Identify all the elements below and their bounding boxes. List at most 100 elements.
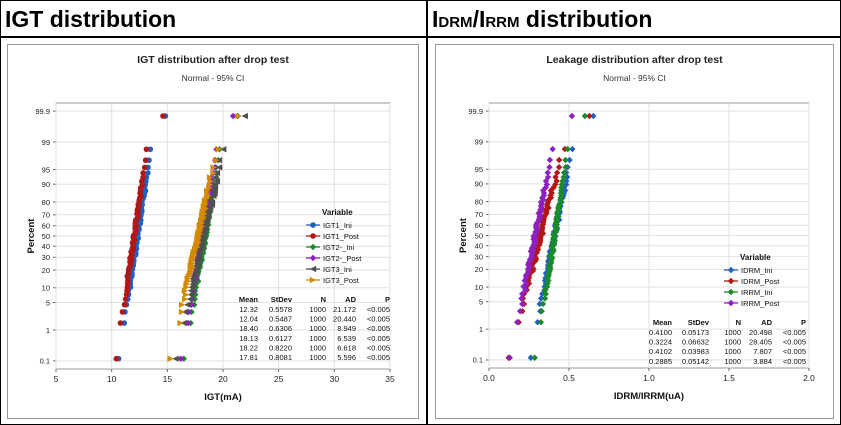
stats-cell: 0.05142 xyxy=(682,357,709,366)
y-tick-label: 99.9 xyxy=(35,107,50,116)
stats-cell: 28.405 xyxy=(749,338,772,347)
leakage-chart-panel: Leakage distribution after drop test Norm… xyxy=(435,44,834,419)
y-tick-label: 90 xyxy=(42,180,50,189)
y-tick-label: 10 xyxy=(42,284,50,293)
stats-cell: 0.3224 xyxy=(649,338,672,347)
legend-title: Variable xyxy=(740,253,771,262)
y-tick-label: 50 xyxy=(42,232,50,241)
x-axis-label: IGT(mA) xyxy=(204,392,241,403)
stats-cell: <0.005 xyxy=(367,315,390,324)
stats-cell: 0.06632 xyxy=(682,338,709,347)
stats-cell: <0.005 xyxy=(367,305,390,314)
right-header-suffix: distribution xyxy=(520,6,653,32)
stats-cell: 8.949 xyxy=(337,324,356,333)
stats-cell: 18.40 xyxy=(239,324,258,333)
y-tick-label: 1 xyxy=(46,326,50,335)
x-tick-label: 35 xyxy=(385,374,395,384)
legend-label: IGT1_Post xyxy=(323,232,360,241)
x-tick-label: 0.5 xyxy=(563,373,575,383)
right-header-sub-rrm: RRM xyxy=(485,14,519,31)
data-point xyxy=(143,157,149,163)
chart-title: Leakage distribution after drop test xyxy=(546,54,723,66)
column-divider xyxy=(426,0,428,425)
data-point xyxy=(120,309,126,315)
stats-header: StDev xyxy=(271,295,293,304)
y-tick-label: 95 xyxy=(475,165,483,174)
data-point xyxy=(160,113,166,119)
y-tick-label: 70 xyxy=(42,211,50,220)
x-tick-label: 10 xyxy=(107,374,117,384)
stats-cell: 12.32 xyxy=(239,305,258,314)
stats-cell: 0.5487 xyxy=(269,315,292,324)
stats-cell: 0.4102 xyxy=(649,347,672,356)
x-tick-label: 20 xyxy=(218,374,228,384)
stats-cell: 1000 xyxy=(309,305,326,314)
legend-marker xyxy=(310,233,316,239)
y-tick-label: 1 xyxy=(479,325,483,334)
legend-label: IGT2-_Post xyxy=(323,254,362,263)
legend-label: IRRM_Ini xyxy=(741,288,773,297)
stats-cell: 5.596 xyxy=(337,353,356,362)
stats-cell: 0.2885 xyxy=(649,357,672,366)
y-tick-label: 30 xyxy=(475,252,483,261)
stats-header: StDev xyxy=(688,318,710,327)
y-tick-label: 0.1 xyxy=(40,357,50,366)
x-tick-label: 5 xyxy=(54,374,59,384)
stats-header: AD xyxy=(345,295,356,304)
y-axis-label: Percent xyxy=(26,218,37,254)
right-header-i2: /I xyxy=(473,6,486,32)
stats-cell: 0.8081 xyxy=(269,353,292,362)
y-tick-label: 5 xyxy=(46,298,50,307)
y-tick-label: 99 xyxy=(475,138,483,147)
stats-header: AD xyxy=(761,318,772,327)
y-tick-label: 20 xyxy=(475,265,483,274)
stats-cell: 0.03983 xyxy=(682,347,709,356)
stats-cell: 0.05173 xyxy=(682,328,709,337)
stats-cell: 12.04 xyxy=(239,315,258,324)
legend-marker xyxy=(310,222,316,228)
stats-cell: 1000 xyxy=(724,328,741,337)
stats-cell: <0.005 xyxy=(367,334,390,343)
y-tick-label: 90 xyxy=(475,180,483,189)
stats-cell: 0.6127 xyxy=(269,334,292,343)
y-tick-label: 99 xyxy=(42,138,50,147)
igt-chart-panel: IGT distribution after drop test Normal -… xyxy=(7,44,419,419)
stats-header: N xyxy=(736,318,741,327)
header-divider xyxy=(0,36,841,38)
legend-label: IGT3_Ini xyxy=(323,265,352,274)
leakage-probability-plot: Leakage distribution after drop test Norm… xyxy=(436,45,833,418)
stats-cell: 6.539 xyxy=(337,334,356,343)
stats-cell: 1000 xyxy=(724,357,741,366)
data-point xyxy=(144,146,150,152)
x-tick-label: 1.0 xyxy=(643,373,655,383)
stats-cell: 20.498 xyxy=(749,328,772,337)
stats-cell: 21.172 xyxy=(333,305,356,314)
chart-subtitle: Normal - 95% CI xyxy=(603,73,666,83)
stats-cell: <0.005 xyxy=(367,353,390,362)
y-tick-label: 40 xyxy=(42,242,50,251)
y-tick-label: 50 xyxy=(475,231,483,240)
data-point xyxy=(145,170,151,176)
data-point xyxy=(140,170,146,176)
legend-label: IGT1_Ini xyxy=(323,221,352,230)
stats-cell: 1000 xyxy=(309,315,326,324)
stats-cell: 20.440 xyxy=(333,315,356,324)
y-tick-label: 0.1 xyxy=(473,356,483,365)
y-tick-label: 95 xyxy=(42,165,50,174)
stats-cell: 0.5578 xyxy=(269,305,292,314)
right-header: IDRM/IRRM distribution xyxy=(432,0,652,36)
legend-label: IDRM_Post xyxy=(741,277,780,286)
chart-title: IGT distribution after drop test xyxy=(137,54,289,66)
legend-label: IRRM_Post xyxy=(741,299,780,308)
data-point xyxy=(114,356,120,362)
stats-header: N xyxy=(321,295,326,304)
data-point xyxy=(142,165,148,171)
stats-cell: 0.8220 xyxy=(269,343,292,352)
x-axis-label: IDRM/IRRM(uA) xyxy=(614,391,684,402)
stats-cell: 1000 xyxy=(309,353,326,362)
stats-cell: 1000 xyxy=(309,324,326,333)
legend-label: IGT2-_Ini xyxy=(323,243,355,252)
y-axis-label: Percent xyxy=(458,217,469,253)
x-tick-label: 30 xyxy=(330,374,340,384)
stats-cell: 3.884 xyxy=(753,357,772,366)
